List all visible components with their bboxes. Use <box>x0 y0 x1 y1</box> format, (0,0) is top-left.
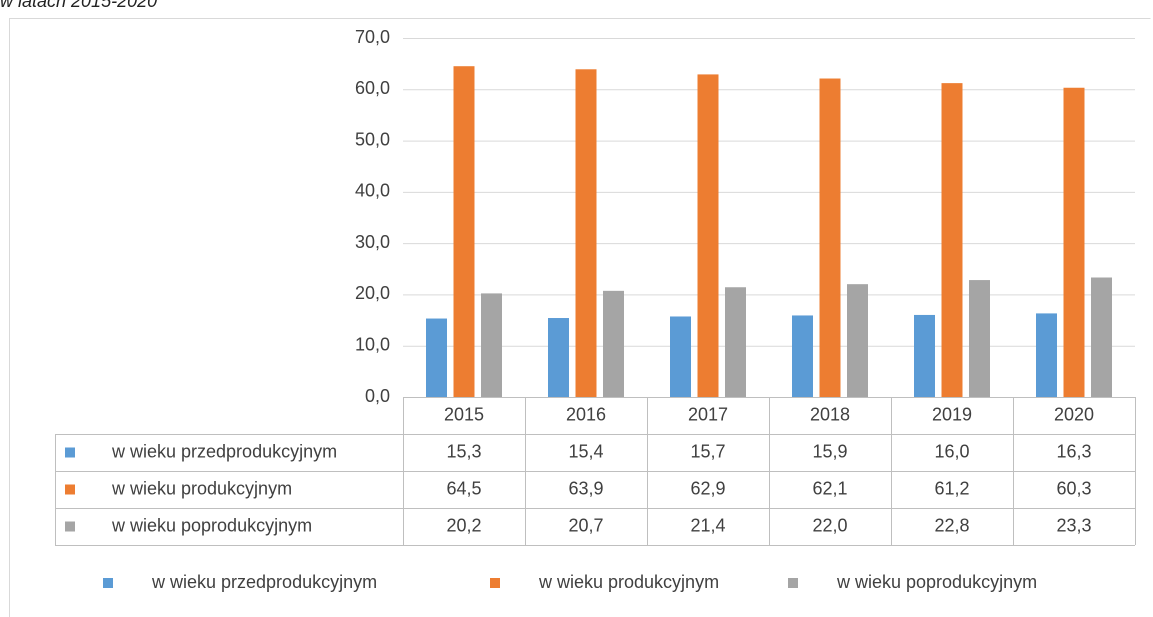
x-tick-label: 2017 <box>688 404 728 424</box>
legend-marker <box>788 578 798 588</box>
bar <box>603 290 624 397</box>
legend-marker <box>103 578 113 588</box>
bar <box>847 284 868 397</box>
bar <box>548 318 569 397</box>
bar <box>1063 87 1085 398</box>
table-value: 63,9 <box>568 478 603 498</box>
y-tick-label: 50,0 <box>355 129 390 149</box>
table-value: 22,8 <box>934 515 969 535</box>
legend-marker <box>490 578 500 588</box>
bar <box>481 293 502 397</box>
table-legend-marker <box>65 447 75 458</box>
legend-label: w wieku poprodukcyjnym <box>836 572 1037 592</box>
y-tick-label: 40,0 <box>355 181 390 201</box>
bar <box>725 287 746 397</box>
table-value: 20,2 <box>446 515 481 535</box>
table-value: 15,9 <box>812 441 847 461</box>
table-value: 21,4 <box>690 515 725 535</box>
table-value: 62,1 <box>812 478 847 498</box>
table-value: 61,2 <box>934 478 969 498</box>
bar <box>914 314 935 397</box>
table-value: 16,0 <box>934 441 969 461</box>
y-tick-label: 10,0 <box>355 334 390 354</box>
table-legend-marker <box>65 484 75 495</box>
bar <box>941 83 963 397</box>
bar <box>819 78 841 397</box>
x-tick-label: 2019 <box>932 404 972 424</box>
bar <box>453 66 475 397</box>
table-value: 15,7 <box>690 441 725 461</box>
table-value: 15,4 <box>568 441 603 461</box>
table-value: 62,9 <box>690 478 725 498</box>
table-legend-marker <box>65 521 75 532</box>
bar <box>1036 313 1057 397</box>
y-tick-label: 30,0 <box>355 232 390 252</box>
table-value: 22,0 <box>812 515 847 535</box>
y-tick-label: 60,0 <box>355 78 390 98</box>
table-value: 16,3 <box>1056 441 1091 461</box>
chart-frame <box>9 18 1151 617</box>
x-tick-label: 2015 <box>444 404 484 424</box>
table-value: 60,3 <box>1056 478 1091 498</box>
bar <box>697 74 719 398</box>
y-tick-label: 0,0 <box>365 386 390 406</box>
bar <box>969 280 990 397</box>
x-tick-label: 2018 <box>810 404 850 424</box>
bar <box>792 315 813 397</box>
x-tick-label: 2016 <box>566 404 606 424</box>
table-value: 20,7 <box>568 515 603 535</box>
bar <box>575 69 597 397</box>
bar <box>426 318 447 397</box>
table-row-label: w wieku przedprodukcyjnym <box>111 441 337 461</box>
bar <box>670 316 691 397</box>
legend-label: w wieku przedprodukcyjnym <box>151 572 377 592</box>
table-row-label: w wieku produkcyjnym <box>111 478 292 498</box>
caption: w latach 2015-2020 <box>0 0 157 11</box>
bar <box>1091 277 1112 397</box>
table-value: 23,3 <box>1056 515 1091 535</box>
table-value: 15,3 <box>446 441 481 461</box>
y-tick-label: 70,0 <box>355 27 390 47</box>
legend-label: w wieku produkcyjnym <box>538 572 719 592</box>
table-row-label: w wieku poprodukcyjnym <box>111 515 312 535</box>
x-tick-label: 2020 <box>1054 404 1094 424</box>
y-tick-label: 20,0 <box>355 283 390 303</box>
table-value: 64,5 <box>446 478 481 498</box>
